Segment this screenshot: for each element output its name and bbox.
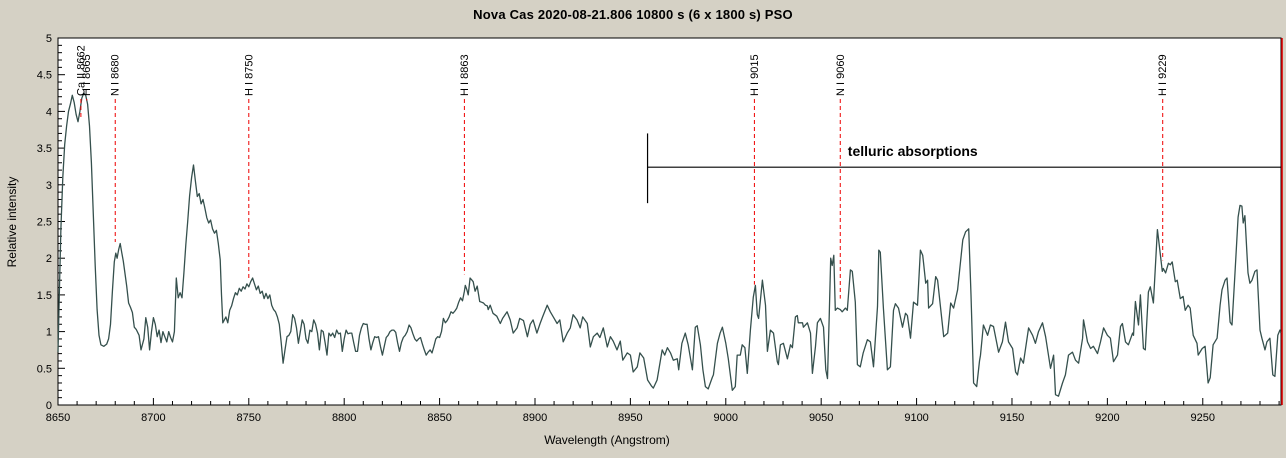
marker-label-8750: H I 8750: [243, 54, 255, 96]
marker-label-9060: N I 9060: [835, 54, 847, 96]
y-tick-label: 4: [46, 106, 52, 118]
x-tick-label: 8850: [427, 412, 451, 424]
x-tick-label: 8750: [237, 412, 261, 424]
x-tick-label: 9150: [1000, 412, 1024, 424]
x-tick-label: 9250: [1191, 412, 1215, 424]
marker-label-8662: Ca II 8662: [75, 45, 87, 96]
y-tick-label: 1: [46, 327, 52, 339]
x-tick-label: 9100: [904, 412, 928, 424]
y-tick-label: 4.5: [37, 70, 52, 82]
x-tick-label: 8700: [141, 412, 165, 424]
telluric-label: telluric absorptions: [848, 143, 978, 159]
x-tick-label: 9000: [714, 412, 738, 424]
marker-label-9229: H I 9229: [1157, 54, 1169, 96]
spectrum-curve: [57, 92, 1282, 397]
marker-label-9015: H I 9015: [749, 54, 761, 96]
x-tick-label: 8950: [618, 412, 642, 424]
x-tick-label: 8650: [46, 412, 70, 424]
y-tick-label: 2: [46, 253, 52, 265]
marker-label-8665: H I 8665: [81, 54, 93, 96]
marker-label-8680: N I 8680: [110, 54, 122, 96]
marker-label-8863: H I 8863: [459, 54, 471, 96]
y-tick-label: 5: [46, 33, 52, 45]
y-tick-label: 3.5: [37, 143, 52, 155]
x-tick-label: 9200: [1095, 412, 1119, 424]
x-tick-label: 8900: [523, 412, 547, 424]
x-tick-label: 9050: [809, 412, 833, 424]
plot-area: [57, 37, 1282, 406]
y-tick-label: 0.5: [37, 363, 52, 375]
y-tick-label: 3: [46, 180, 52, 192]
x-tick-label: 8800: [332, 412, 356, 424]
y-tick-label: 1.5: [37, 290, 52, 302]
x-axis-label: Wavelength (Angstrom): [544, 433, 670, 447]
y-tick-label: 2.5: [37, 217, 52, 229]
chart-title: Nova Cas 2020-08-21.806 10800 s (6 x 180…: [473, 7, 793, 22]
y-tick-label: 0: [46, 400, 52, 412]
